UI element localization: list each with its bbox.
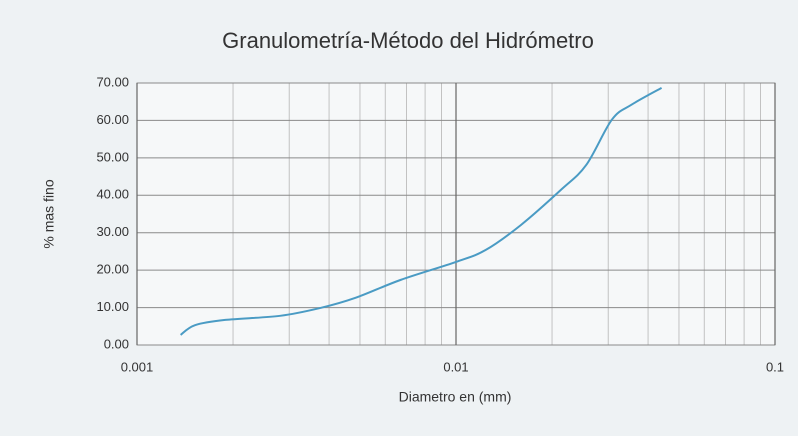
data-line	[180, 86, 663, 336]
y-tick-label: 10.00	[96, 299, 129, 314]
y-tick-label: 0.00	[104, 336, 129, 351]
y-tick-label: 60.00	[96, 112, 129, 127]
y-tick-label: 30.00	[96, 224, 129, 239]
x-axis-label: Diametro en (mm)	[399, 389, 512, 405]
y-tick-label: 70.00	[96, 74, 129, 89]
grid	[136, 82, 776, 346]
x-tick-label: 0.1	[766, 359, 784, 374]
y-tick-label: 40.00	[96, 187, 129, 202]
x-tick-label: 0.001	[121, 359, 154, 374]
marks	[180, 86, 663, 336]
y-tick-label: 20.00	[96, 262, 129, 277]
y-axis-label: % mas fino	[41, 179, 57, 248]
chart-title: Granulometría-Método del Hidrómetro	[222, 28, 594, 53]
y-tick-label: 50.00	[96, 149, 129, 164]
x-tick-label: 0.01	[443, 359, 468, 374]
